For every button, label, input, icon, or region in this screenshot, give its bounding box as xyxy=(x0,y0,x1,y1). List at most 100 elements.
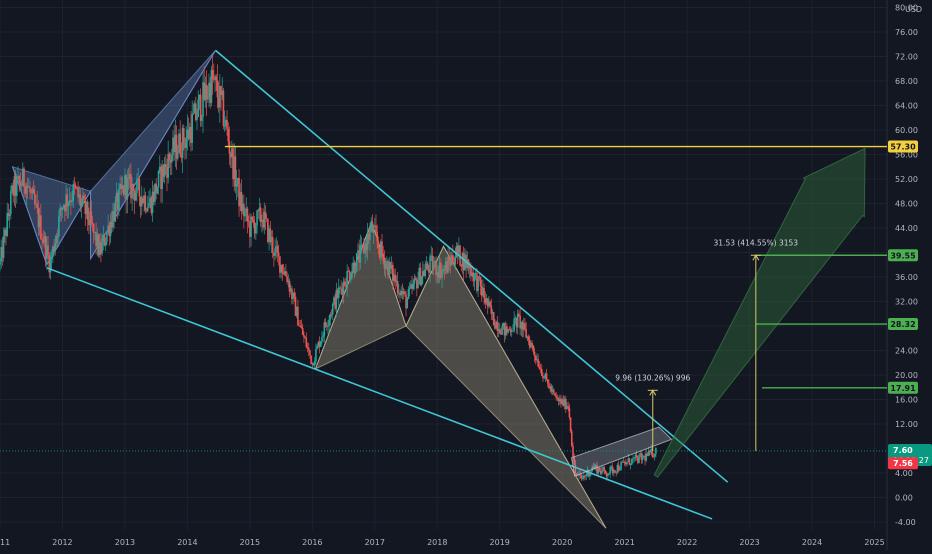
candle-body xyxy=(644,455,646,461)
candle-body xyxy=(317,341,320,347)
candle-body xyxy=(346,270,348,288)
candle-body xyxy=(292,292,294,300)
candle-body xyxy=(488,301,490,307)
y-tick-label: 44.00 xyxy=(895,224,918,233)
candle-body xyxy=(370,221,372,230)
candle-body xyxy=(405,294,407,309)
time-axis[interactable]: 2011 2012 2013 2014 2015 2016 2017 2018 2019 2020… xyxy=(0,538,885,547)
y-tick-label: 48.00 xyxy=(895,200,918,209)
candle-body xyxy=(233,156,236,180)
candle-body xyxy=(485,298,488,304)
candle-body xyxy=(133,190,136,201)
candle-body xyxy=(4,229,6,237)
upper-wedge-line[interactable] xyxy=(214,49,729,483)
candle-body xyxy=(299,325,302,327)
candle-body xyxy=(400,291,403,296)
candle-body xyxy=(351,271,353,278)
x-tick-label: 2024 xyxy=(802,538,822,547)
candle-body xyxy=(498,329,501,334)
candle-body xyxy=(605,473,608,477)
candle-body xyxy=(228,141,231,154)
candle-body xyxy=(631,458,633,465)
candle-body xyxy=(323,322,326,336)
candle-body xyxy=(327,325,329,327)
candle-body xyxy=(283,271,286,275)
candle-body xyxy=(225,119,227,126)
y-tick-label: 4.00 xyxy=(895,469,913,478)
candle-body xyxy=(158,166,161,171)
candle-body xyxy=(628,458,631,465)
candle-body xyxy=(552,389,555,393)
projection-arrow[interactable] xyxy=(653,147,866,478)
candle-body xyxy=(455,245,458,258)
candle-body xyxy=(335,289,338,309)
candle-body xyxy=(558,398,561,402)
candle-body xyxy=(383,257,386,269)
candle-body xyxy=(340,287,342,289)
candle-body xyxy=(411,284,413,289)
candle-body xyxy=(197,99,200,118)
lower-wedge-line[interactable] xyxy=(46,267,713,520)
candle-body xyxy=(142,197,144,204)
candle-body xyxy=(11,185,13,192)
candle-body xyxy=(621,461,624,463)
y-tick-label: 32.00 xyxy=(895,298,918,307)
price-channel[interactable] xyxy=(570,426,673,477)
candle-body xyxy=(551,389,554,392)
candle-body xyxy=(311,363,314,364)
candle-body xyxy=(515,317,518,328)
candle-body xyxy=(452,255,454,262)
candle-body xyxy=(632,458,634,460)
candle-body xyxy=(598,467,601,471)
candle-body xyxy=(336,289,339,299)
candle-body xyxy=(337,287,340,299)
y-tick-label: 80.00 xyxy=(895,4,918,13)
candle-body xyxy=(108,225,111,237)
candle-body xyxy=(382,253,384,258)
candle-body xyxy=(564,398,567,409)
candle-body xyxy=(492,312,495,326)
candle-body xyxy=(76,187,78,189)
y-tick-label: 72.00 xyxy=(895,53,918,62)
candle-body xyxy=(174,134,177,152)
candle-body xyxy=(207,96,209,100)
candle-body xyxy=(623,461,626,464)
candle-body xyxy=(210,69,213,103)
candle-body xyxy=(426,263,429,269)
candle-body xyxy=(639,453,642,456)
candle-body xyxy=(398,292,400,294)
candle-body xyxy=(438,262,441,278)
candle-body xyxy=(256,210,258,226)
y-tick-label: 56.00 xyxy=(895,151,918,160)
candle-body xyxy=(273,252,275,256)
candle-body xyxy=(339,287,341,289)
candle-body xyxy=(655,447,657,455)
candle-body xyxy=(83,195,85,200)
x-tick-label: 2012 xyxy=(52,538,72,547)
candle-body xyxy=(84,199,87,214)
candle-body xyxy=(134,193,137,201)
candle-body xyxy=(204,84,207,100)
candle-body xyxy=(275,246,278,249)
candle-body xyxy=(44,236,47,259)
candle-body xyxy=(584,475,586,477)
candle-body xyxy=(603,467,606,471)
candle-body xyxy=(203,82,206,100)
candle-body xyxy=(484,298,487,304)
candle-body xyxy=(94,231,96,233)
candle-body xyxy=(462,253,465,271)
candle-body xyxy=(616,464,619,473)
target-level-3-badge xyxy=(888,381,918,394)
candle-body xyxy=(28,187,30,188)
candle-body xyxy=(106,232,108,242)
candle-body xyxy=(52,246,54,257)
candle-body xyxy=(646,453,649,457)
candle-body xyxy=(146,207,149,212)
candle-body xyxy=(304,336,306,339)
candle-body xyxy=(343,281,346,285)
drawings[interactable] xyxy=(0,49,887,520)
candle-body xyxy=(258,207,261,212)
candle-body xyxy=(579,474,582,476)
